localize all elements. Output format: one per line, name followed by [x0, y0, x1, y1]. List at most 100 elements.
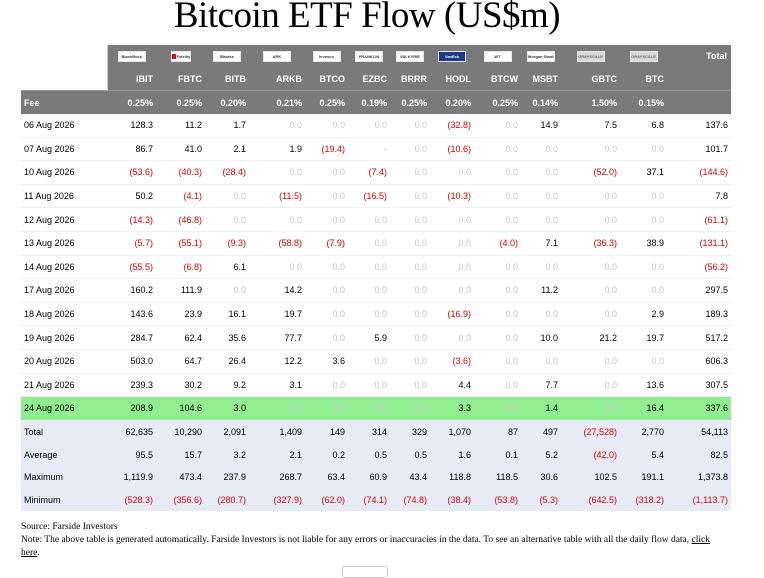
logo-cell: VALKYRIE — [390, 45, 430, 67]
logo-cell: WT — [474, 45, 521, 67]
footnotes: Source: Farside Investors Note: The abov… — [21, 521, 721, 560]
flow-cell: 11.2 — [521, 278, 561, 303]
logo-cell: FRANKLIN — [348, 45, 390, 67]
flow-cell: (3.6) — [430, 349, 474, 374]
flow-cell: 3.0 — [205, 396, 249, 421]
flow-cell: 0.0 — [305, 184, 348, 209]
flow-cell: 11.2 — [156, 114, 205, 138]
flow-cell: 16.4 — [620, 396, 667, 421]
flow-cell: 9.2 — [205, 373, 249, 398]
total-cell: (144.6) — [667, 160, 731, 185]
flow-cell: 0.0 — [348, 207, 390, 232]
ticker-header: FBTC — [156, 67, 205, 91]
ticker-header: BTCW — [474, 67, 521, 91]
flow-cell: 0.0 — [561, 349, 620, 374]
flow-cell: - — [348, 137, 390, 162]
flow-cell: 0.0 — [305, 160, 348, 185]
flow-cell: 0.0 — [305, 278, 348, 303]
flow-cell: (36.3) — [561, 231, 620, 256]
flow-cell: 7.5 — [561, 114, 620, 138]
date-cell: 12 Aug 2026 — [21, 207, 107, 232]
ark-logo-icon: ARK — [263, 50, 291, 62]
ticker-header: HODL — [430, 67, 474, 91]
table-row: 14 Aug 2026 (55.5) (6.8) 6.1 0.0 0.0 0.0 0.0 0.0… — [21, 255, 731, 280]
logo-cell: BlackRock — [107, 45, 156, 67]
click-here-link[interactable]: click here — [21, 535, 710, 558]
table-row: 13 Aug 2026 (5.7) (55.1) (9.3) (58.8) (7.9) 0.… — [21, 231, 731, 256]
summary-row: Average 95.5 15.7 3.2 2.1 0.2 0.5 0.5 1.6 0.1 5.2(… — [21, 443, 731, 466]
flow-cell: 0.0 — [249, 255, 305, 280]
flow-cell: 0.0 — [348, 349, 390, 374]
flow-cell: 0.0 — [390, 325, 430, 350]
flow-cell: (11.5) — [249, 184, 305, 209]
flow-cell: (7.9) — [305, 231, 348, 256]
summary-cell: 1,119.9 — [107, 465, 156, 489]
flow-cell: 0.0 — [348, 231, 390, 256]
summary-body: Total 62,635 10,290 2,091 1,409 149 314 329 1,07… — [21, 420, 731, 512]
flow-cell: 0.0 — [305, 373, 348, 398]
summary-cell: 2.1 — [249, 443, 305, 466]
date-cell: 19 Aug 2026 — [21, 325, 107, 350]
flow-cell: 503.0 — [107, 349, 156, 374]
flow-cell: 0.0 — [474, 373, 521, 398]
flow-cell: (10.6) — [430, 137, 474, 162]
flow-cell: (32.8) — [430, 114, 474, 138]
flow-cell: 0.0 — [348, 114, 390, 138]
flow-cell: 12.2 — [249, 349, 305, 374]
summary-cell: 497 — [521, 420, 561, 444]
invesco-logo-icon: Invesco — [312, 50, 341, 62]
summary-total-cell: 54,113 — [667, 420, 731, 444]
flow-cell: 0.0 — [390, 207, 430, 232]
flow-cell: 86.7 — [107, 137, 156, 162]
corner-cell — [21, 67, 108, 91]
fee-cell: 0.20% — [205, 90, 249, 114]
flow-cell: 0.0 — [390, 302, 430, 327]
franklin-logo-icon: FRANKLIN — [355, 50, 383, 62]
valkyrie-logo-icon: VALKYRIE — [396, 50, 424, 62]
fee-cell: 0.14% — [521, 90, 561, 114]
flow-cell: 0.0 — [430, 255, 474, 280]
summary-cell: 1,409 — [249, 420, 305, 444]
summary-cell: 191.1 — [620, 465, 667, 489]
flow-cell: 104.6 — [156, 396, 205, 421]
summary-cell: 15.7 — [156, 443, 205, 466]
disclaimer-suffix: . — [37, 548, 40, 558]
summary-cell: (74.8) — [390, 488, 430, 512]
flow-cell: 0.0 — [474, 325, 521, 350]
summary-cell: 1.6 — [430, 443, 474, 466]
flow-cell: 0.0 — [305, 325, 348, 350]
flow-cell: 0.0 — [430, 160, 474, 185]
summary-cell: (62.0) — [305, 488, 348, 512]
summary-cell: 62,635 — [107, 420, 156, 444]
summary-cell: (356.6) — [156, 488, 205, 512]
flow-cell: 0.0 — [305, 207, 348, 232]
flow-cell: 6.1 — [205, 255, 249, 280]
ticker-row: IBIT FBTC BITB ARKB BTCO EZBC BRRR HODL BTCW MSBT… — [21, 67, 731, 91]
flow-cell: 1.9 — [249, 137, 305, 162]
flow-cell: 0.0 — [561, 255, 620, 280]
total-cell: (131.1) — [667, 231, 731, 256]
flow-cell: 3.3 — [430, 396, 474, 421]
flow-cell: (14.3) — [107, 207, 156, 232]
date-cell: 21 Aug 2026 — [21, 373, 107, 398]
summary-cell: (280.7) — [205, 488, 249, 512]
logo-cell: GRAYSCALE — [561, 45, 620, 67]
table-row: 10 Aug 2026 (53.6) (40.3) (28.4) 0.0 0.0 (7.4)… — [21, 160, 731, 185]
date-cell: 24 Aug 2026 — [21, 396, 107, 421]
grayscale-mini-logo-icon: GRAYSCALE — [629, 50, 658, 62]
summary-cell: (5.3) — [521, 488, 561, 512]
summary-cell: 2,770 — [620, 420, 667, 444]
flow-cell: 35.6 — [205, 325, 249, 350]
flow-cell: 0.0 — [474, 255, 521, 280]
flow-cell: (7.4) — [348, 160, 390, 185]
flow-data-body: 06 Aug 2026 128.3 11.2 1.7 0.0 0.0 0.0 0.0 (32.8… — [21, 114, 731, 421]
ticker-header: BTCO — [305, 67, 348, 91]
fee-cell: 0.21% — [249, 90, 305, 114]
scroll-to-top-button[interactable] — [342, 566, 388, 578]
flow-cell: 23.9 — [156, 302, 205, 327]
flow-cell: 0.0 — [561, 396, 620, 421]
flow-cell: 239.3 — [107, 373, 156, 398]
logo-cell: Fidelity — [156, 45, 205, 67]
fee-cell-blank — [667, 90, 731, 114]
flow-cell: (16.9) — [430, 302, 474, 327]
